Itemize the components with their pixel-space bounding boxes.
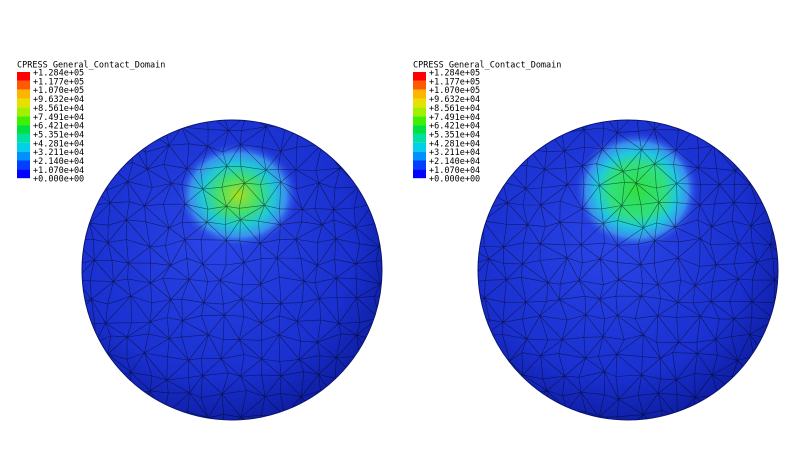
legend-label: +1.284e+05	[429, 69, 480, 79]
legend-label: +4.281e+04	[33, 139, 84, 149]
legend-label: +1.070e+05	[429, 86, 480, 96]
legend-label: +1.177e+05	[33, 77, 84, 87]
legend-band	[413, 107, 426, 117]
legend-band	[413, 125, 426, 134]
legend-label: +9.632e+04	[33, 95, 84, 105]
legend-label: +3.211e+04	[429, 148, 480, 158]
legend-band	[17, 133, 30, 143]
legend-label: +6.421e+04	[33, 122, 84, 132]
legend-label: +1.177e+05	[429, 77, 480, 87]
sphere-outline	[81, 119, 383, 421]
legend-label: +2.140e+04	[33, 157, 84, 167]
contour	[478, 120, 778, 420]
mesh	[478, 120, 778, 420]
legend-label: +4.281e+04	[429, 139, 480, 149]
legend: CPRESS General_Contact_Domain+1.284e+05+…	[17, 61, 165, 185]
contact-patch	[575, 132, 699, 248]
legend-band	[17, 160, 30, 170]
legend-band	[413, 72, 426, 81]
legend-band	[413, 151, 426, 161]
legend-band	[413, 98, 426, 108]
legend-label: +6.421e+04	[429, 122, 480, 132]
legend-label: +8.561e+04	[33, 104, 84, 114]
legend-label: +7.491e+04	[429, 113, 480, 123]
legend-band	[17, 89, 30, 99]
legend-band	[17, 142, 30, 152]
sphere-outline	[477, 119, 779, 421]
legend-label: +5.351e+04	[33, 130, 84, 140]
legend-label: +3.211e+04	[33, 148, 84, 158]
legend-label: +5.351e+04	[429, 130, 480, 140]
sphere	[478, 120, 778, 420]
legend-band	[413, 160, 426, 170]
contour	[82, 120, 382, 420]
legend-label: +1.070e+04	[33, 166, 84, 176]
mesh	[82, 120, 382, 420]
legend-band	[413, 133, 426, 143]
sphere	[82, 120, 382, 420]
legend-band	[17, 98, 30, 108]
legend-band	[17, 169, 30, 179]
legend-band	[413, 80, 426, 90]
legend-label: +1.284e+05	[33, 69, 84, 79]
legend-band	[413, 116, 426, 126]
legend: CPRESS General_Contact_Domain+1.284e+05+…	[413, 61, 561, 185]
legend-title: CPRESS General_Contact_Domain	[17, 61, 165, 71]
legend-label: +1.070e+04	[429, 166, 480, 176]
model-view	[477, 119, 779, 421]
legend-band	[17, 80, 30, 90]
legend-band	[17, 72, 30, 81]
legend-band	[17, 116, 30, 126]
legend-band	[17, 107, 30, 117]
legend-label: +2.140e+04	[429, 157, 480, 167]
model-view	[81, 119, 383, 421]
legend-label: +0.000e+00	[429, 175, 480, 185]
legend-band	[413, 89, 426, 99]
legend-band	[17, 125, 30, 134]
legend-band	[413, 142, 426, 152]
legend-label: +7.491e+04	[33, 113, 84, 123]
legend-band	[17, 151, 30, 161]
legend-label: +1.070e+05	[33, 86, 84, 96]
legend-title: CPRESS General_Contact_Domain	[413, 61, 561, 71]
legend-band	[413, 169, 426, 179]
legend-label: +9.632e+04	[429, 95, 480, 105]
legend-label: +8.561e+04	[429, 104, 480, 114]
legend-label: +0.000e+00	[33, 175, 84, 185]
